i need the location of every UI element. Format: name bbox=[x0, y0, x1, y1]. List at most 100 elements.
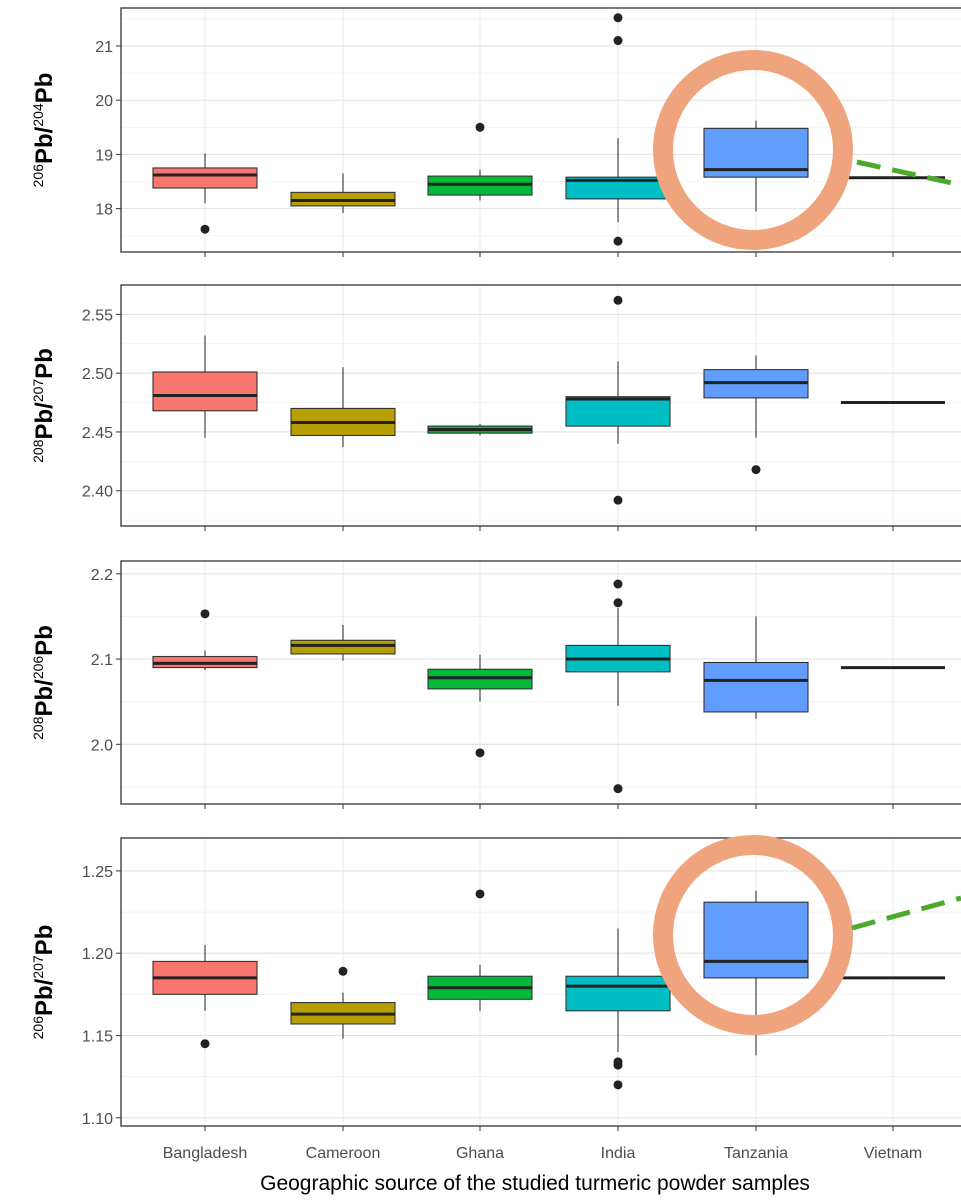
isotope-mass-number: 208 bbox=[30, 716, 46, 740]
box-bangladesh bbox=[152, 335, 258, 438]
x-tick-label: India bbox=[601, 1145, 636, 1162]
y-tick-label: 2.55 bbox=[82, 307, 113, 324]
outlier-point bbox=[613, 295, 623, 305]
element-symbol: / bbox=[31, 402, 58, 409]
x-tick-label: Vietnam bbox=[864, 1145, 922, 1162]
outlier-point bbox=[338, 966, 348, 976]
y-tick-label: 2.45 bbox=[82, 425, 113, 442]
box-ghana bbox=[427, 654, 533, 758]
outlier-point bbox=[200, 224, 210, 234]
outlier-point bbox=[200, 1039, 210, 1049]
outlier-point bbox=[475, 122, 485, 132]
dashed-leader-line bbox=[856, 159, 961, 188]
y-tick-label: 20 bbox=[95, 93, 113, 110]
box-cameroon bbox=[290, 173, 396, 213]
box-tanzania bbox=[703, 355, 809, 475]
outlier-point bbox=[475, 889, 485, 899]
box-bangladesh bbox=[152, 153, 258, 234]
box-iqr bbox=[565, 396, 671, 427]
element-symbol: Pb bbox=[31, 625, 58, 656]
box-india bbox=[565, 579, 671, 794]
outlier-point bbox=[613, 784, 623, 794]
outlier-point bbox=[613, 1060, 623, 1070]
outlier-point bbox=[475, 748, 485, 758]
element-symbol: Pb bbox=[31, 985, 58, 1016]
isotope-mass-number: 208 bbox=[30, 439, 46, 463]
element-symbol: / bbox=[31, 978, 58, 985]
chart-panels: 18192021206Pb/204Pb2.402.452.502.55208Pb… bbox=[30, 7, 961, 1131]
isotope-mass-number: 207 bbox=[30, 955, 46, 979]
isotope-mass-number: 204 bbox=[30, 103, 46, 127]
isotope-mass-number: 206 bbox=[30, 656, 46, 680]
outlier-point bbox=[613, 13, 623, 23]
panel-border bbox=[120, 560, 961, 805]
y-tick-label: 18 bbox=[95, 202, 113, 219]
dashed-leader-line bbox=[851, 895, 961, 931]
box-india bbox=[565, 295, 671, 505]
outlier-point bbox=[613, 36, 623, 46]
box-iqr bbox=[290, 639, 396, 655]
panel-background bbox=[121, 561, 961, 804]
isotope-mass-number: 207 bbox=[30, 379, 46, 403]
x-tick-label: Ghana bbox=[456, 1145, 504, 1162]
highlight-circle-top bbox=[653, 50, 853, 250]
x-axis-title: Geographic source of the studied turmeri… bbox=[260, 1172, 810, 1195]
panel-background bbox=[121, 285, 961, 526]
box-iqr bbox=[565, 975, 671, 1012]
box-iqr bbox=[152, 167, 258, 189]
outlier-point bbox=[200, 609, 210, 619]
y-tick-label: 1.10 bbox=[82, 1111, 113, 1128]
y-tick-label: 1.15 bbox=[82, 1028, 113, 1045]
panel-border bbox=[120, 284, 961, 527]
box-bangladesh bbox=[152, 609, 258, 671]
outlier-point bbox=[613, 495, 623, 505]
y-tick-label: 19 bbox=[95, 147, 113, 164]
outlier-point bbox=[613, 579, 623, 589]
highlight-annotations bbox=[653, 50, 961, 1035]
y-tick-label: 2.40 bbox=[82, 484, 113, 501]
outlier-point bbox=[613, 1080, 623, 1090]
box-ghana bbox=[427, 423, 533, 436]
element-symbol: Pb bbox=[31, 348, 58, 379]
box-iqr bbox=[703, 901, 809, 979]
box-cameroon bbox=[290, 367, 396, 448]
box-bangladesh bbox=[152, 944, 258, 1049]
element-symbol: Pb bbox=[31, 133, 58, 164]
y-axis-title: 208Pb/206Pb bbox=[30, 625, 58, 740]
y-axis-title: 208Pb/207Pb bbox=[30, 348, 58, 463]
y-tick-label: 21 bbox=[95, 39, 113, 56]
x-tick-label: Bangladesh bbox=[163, 1145, 248, 1162]
y-axis-title: 206Pb/207Pb bbox=[30, 925, 58, 1040]
panel-border bbox=[120, 837, 961, 1127]
y-axis-title: 206Pb/204Pb bbox=[30, 73, 58, 188]
y-tick-label: 1.25 bbox=[82, 864, 113, 881]
element-symbol: Pb bbox=[31, 925, 58, 956]
box-tanzania bbox=[703, 120, 809, 212]
panel-border bbox=[120, 7, 961, 253]
box-cameroon bbox=[290, 624, 396, 661]
element-symbol: / bbox=[31, 126, 58, 133]
isotope-mass-number: 206 bbox=[30, 1016, 46, 1040]
box-tanzania bbox=[703, 890, 809, 1056]
y-tick-label: 2.2 bbox=[91, 567, 113, 584]
outlier-point bbox=[613, 598, 623, 608]
x-tick-label: Cameroon bbox=[306, 1145, 381, 1162]
box-ghana bbox=[427, 122, 533, 201]
box-iqr bbox=[703, 661, 809, 713]
element-symbol: Pb bbox=[31, 409, 58, 440]
outlier-point bbox=[613, 236, 623, 246]
outlier-point bbox=[751, 465, 761, 475]
y-tick-label: 1.20 bbox=[82, 946, 113, 963]
y-tick-label: 2.0 bbox=[91, 737, 113, 754]
element-symbol: Pb bbox=[31, 686, 58, 717]
box-ghana bbox=[427, 889, 533, 1011]
x-axis: Bangladesh Cameroon Ghana India Tanzania Viet… bbox=[163, 1145, 922, 1162]
isotope-mass-number: 206 bbox=[30, 164, 46, 188]
highlight-circle-bottom bbox=[653, 835, 853, 1035]
element-symbol: Pb bbox=[31, 73, 58, 104]
y-tick-label: 2.1 bbox=[91, 652, 113, 669]
panel-3: 2.0 2.1 2.2 208Pb/206Pb bbox=[30, 560, 961, 809]
